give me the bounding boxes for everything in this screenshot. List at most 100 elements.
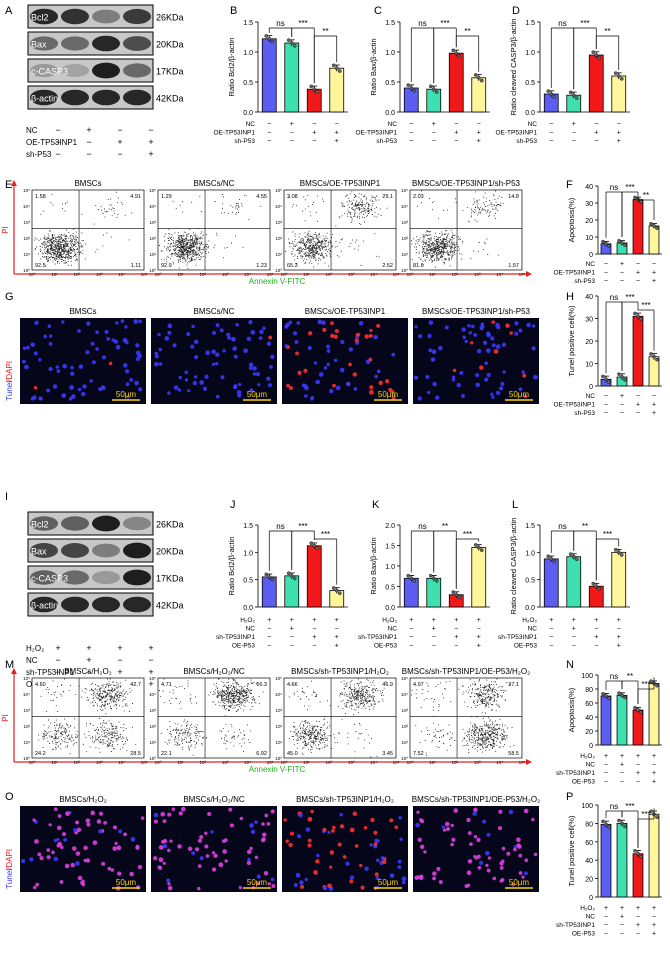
y-tick-label: 2.0 — [385, 523, 395, 530]
sig-label: *** — [625, 802, 634, 811]
treatment-label: sh-P53 — [26, 150, 52, 159]
cell-nucleus — [518, 871, 523, 875]
data-point — [312, 87, 317, 91]
data-point — [607, 244, 611, 248]
cell-nucleus — [135, 356, 141, 362]
treatment-sign: − — [312, 643, 316, 650]
cell-nucleus — [353, 387, 358, 391]
cell-nucleus — [285, 839, 290, 844]
treatment-label: NC — [528, 626, 538, 633]
treatment-sign: + — [335, 617, 339, 624]
cell-nucleus — [232, 346, 237, 351]
treatment-sign: + — [620, 393, 624, 400]
cell-nucleus — [399, 837, 403, 841]
cell-nucleus — [48, 342, 53, 346]
tunel-title: BMSCs/NC — [194, 307, 235, 316]
bar — [600, 695, 612, 746]
treatment-sign: + — [617, 643, 621, 650]
cell-nucleus — [186, 332, 191, 337]
cell-nucleus — [473, 807, 478, 813]
sig-label: ** — [322, 27, 328, 36]
cell-nucleus — [53, 856, 59, 862]
cell-nucleus — [499, 866, 504, 870]
data-point — [655, 226, 659, 230]
cell-nucleus — [288, 385, 293, 391]
cell-nucleus — [108, 361, 113, 366]
cell-nucleus — [292, 331, 298, 336]
blot-band — [123, 63, 151, 78]
treatment-sign: − — [454, 138, 458, 145]
cell-nucleus — [220, 375, 225, 380]
cell-nucleus — [523, 808, 529, 814]
treatment-sign: − — [409, 138, 413, 145]
scale-label: 50μm — [247, 390, 268, 399]
data-point — [601, 819, 605, 824]
cell-nucleus — [177, 388, 182, 392]
data-point — [607, 380, 611, 384]
flow-x-tick: 10⁴ — [496, 272, 503, 277]
sig-label: ns — [418, 19, 426, 28]
treatment-sign: + — [432, 626, 436, 633]
flow-y-tick: 10² — [23, 724, 30, 729]
treatment-sign: + — [636, 753, 640, 760]
treatment-sign: + — [652, 278, 656, 285]
flow-x-tick: 10² — [74, 760, 81, 765]
cell-nucleus — [158, 362, 163, 366]
data-point — [617, 372, 621, 376]
cell-nucleus — [205, 350, 211, 356]
cell-nucleus — [123, 363, 128, 368]
cell-nucleus — [284, 344, 288, 348]
treatment-sign: − — [604, 779, 608, 786]
y-tick-label: 0.5 — [525, 578, 535, 585]
y-tick-label: 1.5 — [525, 523, 535, 530]
cell-nucleus — [310, 809, 314, 814]
data-point — [289, 574, 294, 578]
cell-nucleus — [154, 361, 159, 367]
cell-nucleus — [85, 350, 90, 355]
bar — [329, 67, 345, 113]
treatment-label: NC — [528, 121, 538, 128]
bar-chart-j: 0.0 0.5 1.0 1.5 Ratio Bcl2/β-actin ns *** *** H₂… — [216, 522, 348, 650]
cell-nucleus — [355, 332, 361, 337]
flow-y-tick: 10⁴ — [23, 204, 30, 209]
cell-nucleus — [472, 811, 477, 816]
cell-nucleus — [435, 395, 440, 400]
cell-nucleus — [495, 344, 501, 349]
panel-letter-i: I — [5, 491, 8, 503]
treatment-sign: − — [636, 762, 640, 769]
bar-chart-d: 0.0 0.5 1.0 1.5 Ratio cleaved CASP3/β-actin n… — [495, 19, 630, 145]
blot-band — [123, 8, 151, 25]
treatment-sign: + — [652, 779, 656, 786]
treatment-sign: − — [290, 634, 294, 641]
cell-nucleus — [124, 340, 129, 345]
cell-nucleus — [236, 390, 242, 395]
cell-nucleus — [486, 372, 491, 378]
blot-band — [123, 542, 151, 559]
cell-nucleus — [52, 384, 58, 389]
treatment-label: sh-TP53INP1 — [26, 668, 75, 677]
q2-value: 29.1 — [382, 194, 393, 200]
data-point — [337, 69, 342, 73]
y-tick-label: 10 — [585, 235, 593, 242]
treatment-sign: − — [604, 410, 608, 417]
cell-nucleus — [322, 327, 327, 333]
cell-nucleus — [522, 373, 527, 378]
cell-nucleus — [98, 387, 103, 392]
bar — [632, 199, 644, 255]
y-tick-label: 1.0 — [243, 550, 253, 557]
cell-nucleus — [215, 352, 220, 357]
cell-nucleus — [46, 848, 51, 852]
data-point — [639, 854, 643, 859]
cell-nucleus — [223, 838, 228, 843]
cell-nucleus — [184, 370, 189, 375]
treatment-sign: − — [594, 643, 598, 650]
data-point — [633, 311, 637, 316]
cell-nucleus — [321, 320, 326, 325]
flow-x-tick: 10³ — [348, 760, 355, 765]
flow-y-tick: 10³ — [149, 220, 156, 225]
cell-nucleus — [475, 373, 480, 378]
cell-nucleus — [369, 389, 374, 395]
sig-label: ns — [276, 19, 284, 28]
flow-x-tick: 10¹ — [303, 760, 310, 765]
blot-band — [30, 36, 58, 51]
